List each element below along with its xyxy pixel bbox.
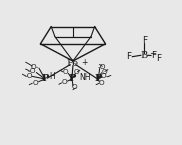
Text: O: O [62, 79, 68, 85]
Text: O: O [99, 80, 104, 86]
Text: P: P [94, 75, 102, 84]
Text: P: P [68, 75, 76, 84]
Text: F: F [142, 36, 147, 45]
Text: +: + [81, 58, 87, 67]
Text: O: O [33, 80, 38, 86]
Text: O-: O- [101, 73, 109, 79]
Text: B: B [141, 51, 148, 60]
Text: F: F [156, 54, 161, 63]
Text: O: O [74, 69, 79, 76]
Text: O: O [101, 69, 107, 75]
Text: O-: O- [31, 64, 40, 70]
Text: F: F [151, 51, 156, 60]
Text: P: P [41, 75, 49, 84]
Text: O: O [72, 84, 78, 90]
Text: Fe: Fe [67, 59, 79, 68]
Text: -O: -O [24, 73, 33, 79]
Text: F: F [126, 52, 131, 61]
Text: O: O [63, 69, 69, 76]
Text: -O: -O [28, 68, 37, 74]
Text: NH: NH [79, 73, 91, 82]
Text: −: − [149, 49, 156, 58]
Text: -O: -O [98, 64, 106, 70]
Text: H: H [49, 72, 55, 81]
